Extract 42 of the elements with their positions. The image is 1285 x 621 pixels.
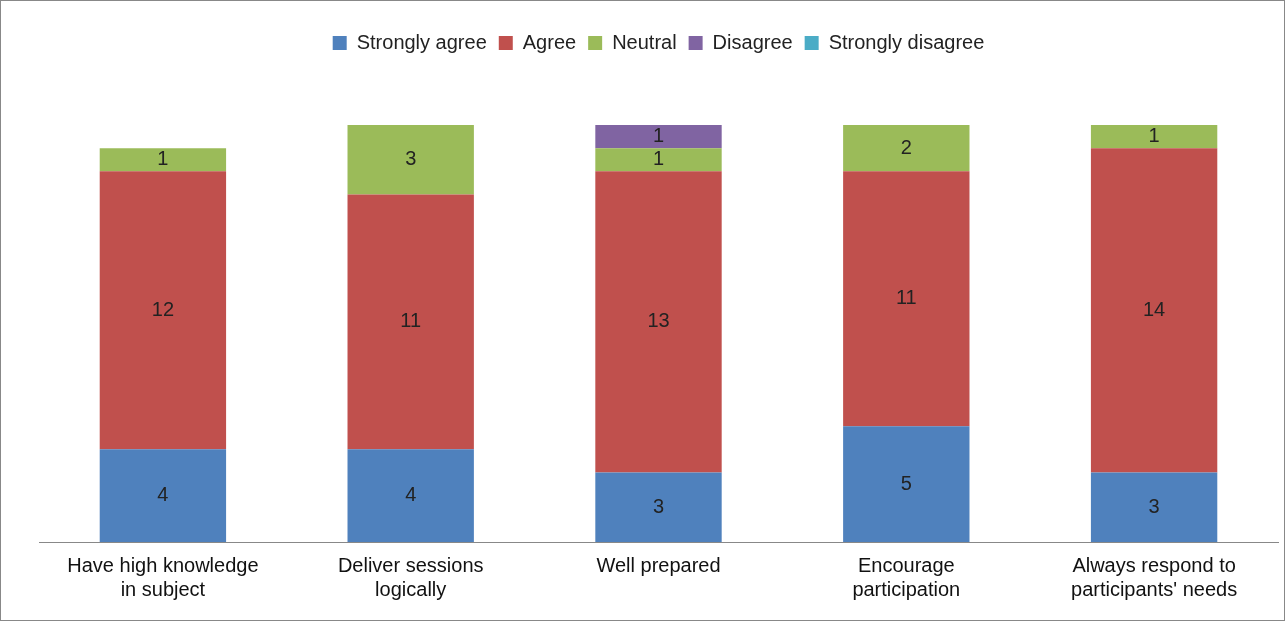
- bar: [347, 194, 474, 450]
- data-label: 5: [900, 471, 912, 494]
- bar: [99, 148, 227, 172]
- data-label: 1: [652, 124, 665, 147]
- bar: [99, 449, 227, 542]
- bar: [99, 171, 227, 450]
- data-label: 11: [400, 309, 422, 332]
- bar: [595, 125, 722, 149]
- bar: [843, 125, 970, 172]
- data-label: 4: [405, 483, 417, 506]
- data-label: 1: [652, 147, 665, 170]
- data-label: 14: [1142, 297, 1166, 320]
- data-label: 3: [652, 494, 665, 517]
- data-label: 12: [151, 297, 175, 320]
- bar: [843, 426, 970, 542]
- data-label: 1: [157, 147, 169, 170]
- bar: [1090, 148, 1218, 473]
- bar: [347, 125, 474, 195]
- data-label: 1: [1148, 124, 1160, 147]
- bar: [1090, 472, 1218, 542]
- data-label: 2: [900, 135, 912, 158]
- data-label: 11: [895, 286, 917, 309]
- bar: [843, 171, 970, 427]
- x-tick-label: Well prepared: [596, 553, 721, 576]
- bar: [1090, 125, 1218, 149]
- x-tick-label: Have high knowledge in subject: [67, 553, 259, 600]
- data-label: 13: [647, 309, 670, 332]
- legend-label: Disagree: [712, 30, 793, 53]
- bar: [595, 472, 722, 542]
- data-label: 4: [157, 483, 169, 506]
- bar: [595, 148, 722, 172]
- legend-label: Strongly agree: [356, 30, 487, 53]
- data-label: 3: [405, 147, 417, 170]
- x-tick-label: Encourage participation: [852, 553, 961, 600]
- legend-label: Agree: [522, 30, 577, 53]
- data-label: 3: [1148, 494, 1160, 517]
- bar: [595, 171, 722, 473]
- legend-label: Neutral: [612, 30, 677, 53]
- x-tick-label: Always respond to participants' needs: [1071, 553, 1238, 600]
- bar: [347, 449, 474, 542]
- x-tick-label: Deliver sessions logically: [337, 553, 484, 600]
- legend-label: Strongly disagree: [828, 30, 985, 53]
